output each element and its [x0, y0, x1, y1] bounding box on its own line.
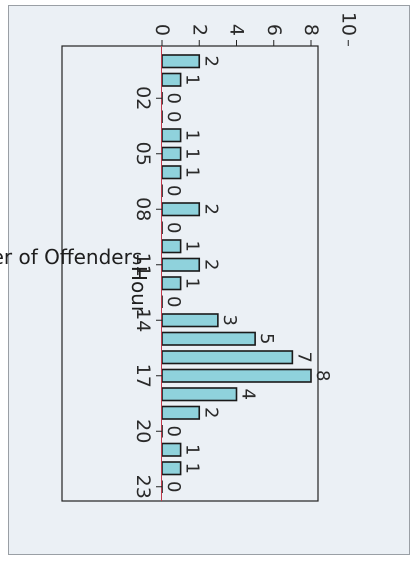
data-label-hour-20: 0	[163, 426, 184, 437]
x-tick-label: 23	[132, 475, 154, 499]
y-tick-label: 2	[188, 24, 210, 36]
bar-hour-4	[161, 128, 182, 143]
bar-hour-14	[161, 313, 219, 328]
data-label-hour-4: 1	[182, 130, 203, 141]
data-label-hour-14: 3	[219, 315, 240, 326]
bar-hour-10	[161, 239, 182, 254]
y-tick-label: 0	[151, 24, 173, 36]
y-tick-label: 4	[226, 24, 248, 36]
x-tick-label: 05	[132, 142, 154, 166]
x-tick-label: 20	[132, 419, 154, 443]
data-label-hour-10: 1	[182, 241, 203, 252]
data-label-hour-6: 1	[182, 167, 203, 178]
data-label-hour-3: 0	[163, 111, 184, 122]
data-label-hour-11: 2	[200, 259, 221, 270]
data-label-hour-22: 1	[182, 463, 203, 474]
y-tick-label: 8	[300, 24, 322, 36]
bar-hour-5	[161, 146, 182, 161]
data-label-hour-16: 7	[293, 352, 314, 363]
plot-area	[61, 45, 319, 502]
y-axis-title: Number of Offenders	[0, 245, 142, 269]
bar-hour-22	[161, 461, 182, 476]
y-tick-label: 10	[337, 12, 359, 36]
bar-hour-6	[161, 165, 182, 180]
x-tick-label: 08	[132, 197, 154, 221]
data-label-hour-12: 1	[182, 278, 203, 289]
data-label-hour-18: 4	[238, 389, 259, 400]
data-label-hour-2: 0	[163, 93, 184, 104]
y-tick-label: 6	[263, 24, 285, 36]
bar-hour-19	[161, 405, 201, 420]
bar-hour-0	[161, 54, 201, 69]
bar-hour-8	[161, 202, 201, 217]
data-label-hour-13: 0	[163, 296, 184, 307]
bar-hour-17	[161, 368, 312, 383]
x-tick-label: 02	[132, 86, 154, 110]
data-label-hour-21: 1	[182, 444, 203, 455]
bar-hour-16	[161, 350, 294, 365]
bar-hour-21	[161, 442, 182, 457]
bar-hour-11	[161, 257, 201, 272]
data-label-hour-17: 8	[312, 370, 333, 381]
x-axis-title: Hour	[127, 266, 151, 315]
bar-hour-12	[161, 276, 182, 291]
data-label-hour-9: 0	[163, 222, 184, 233]
data-label-hour-23: 0	[163, 481, 184, 492]
x-tick-label: 17	[132, 364, 154, 388]
x-tick-label: 14	[132, 308, 154, 332]
data-label-hour-8: 2	[200, 204, 221, 215]
bar-hour-1	[161, 72, 182, 87]
data-label-hour-0: 2	[200, 56, 221, 67]
bar-hour-18	[161, 387, 238, 402]
data-label-hour-15: 5	[256, 333, 277, 344]
data-label-hour-5: 1	[182, 148, 203, 159]
data-label-hour-19: 2	[200, 407, 221, 418]
data-label-hour-1: 1	[182, 74, 203, 85]
x-tick-label: 11	[132, 253, 154, 277]
data-label-hour-7: 0	[163, 185, 184, 196]
bar-hour-15	[161, 331, 256, 346]
